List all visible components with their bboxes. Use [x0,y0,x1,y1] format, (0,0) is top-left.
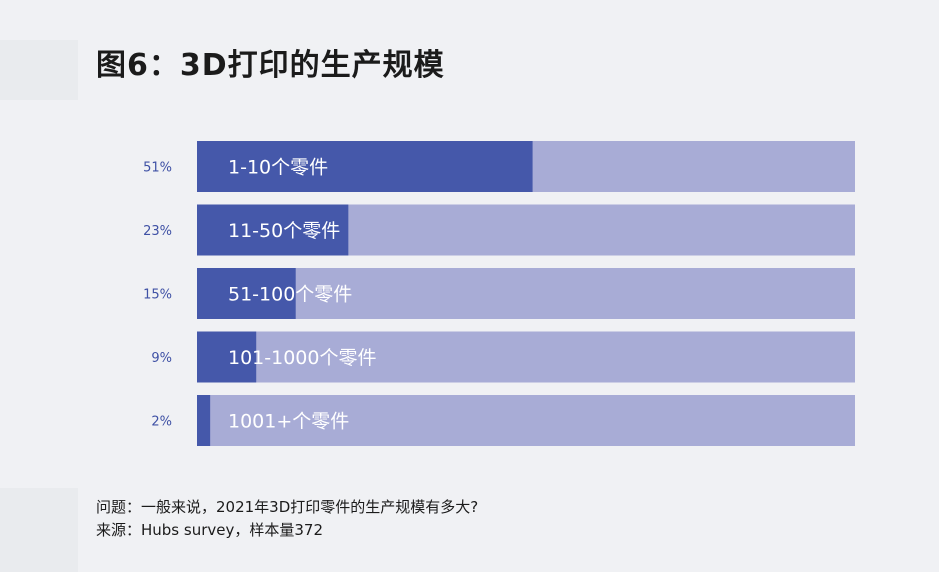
bar-track [197,268,855,319]
value-label: 15% [143,288,172,303]
value-label: 51% [143,161,172,176]
corner-decoration-bottom [0,488,78,572]
bar-track [197,395,855,446]
bar [197,331,257,383]
bar [197,204,349,256]
chart-title: 图6：3D打印的生产规模 [96,48,445,83]
bar-track [197,331,855,383]
category-label: 1-10个零件 [228,157,328,179]
category-label: 11-50个零件 [228,220,340,242]
category-label: 51-100个零件 [228,284,352,306]
corner-decoration-top [0,40,78,100]
value-label: 9% [151,351,172,366]
footer-question: 问题：一般来说，2021年3D打印零件的生产规模有多大? [96,498,479,516]
bar [197,395,211,446]
value-label: 2% [151,415,172,430]
chart-footer: 问题：一般来说，2021年3D打印零件的生产规模有多大? 来源：Hubs sur… [96,496,478,542]
category-label: 1001+个零件 [228,411,349,433]
footer-source: 来源：Hubs survey，样本量372 [96,521,323,539]
value-label: 23% [143,224,172,239]
bar [197,268,296,319]
category-label: 101-1000个零件 [228,347,376,369]
bar [197,141,533,192]
